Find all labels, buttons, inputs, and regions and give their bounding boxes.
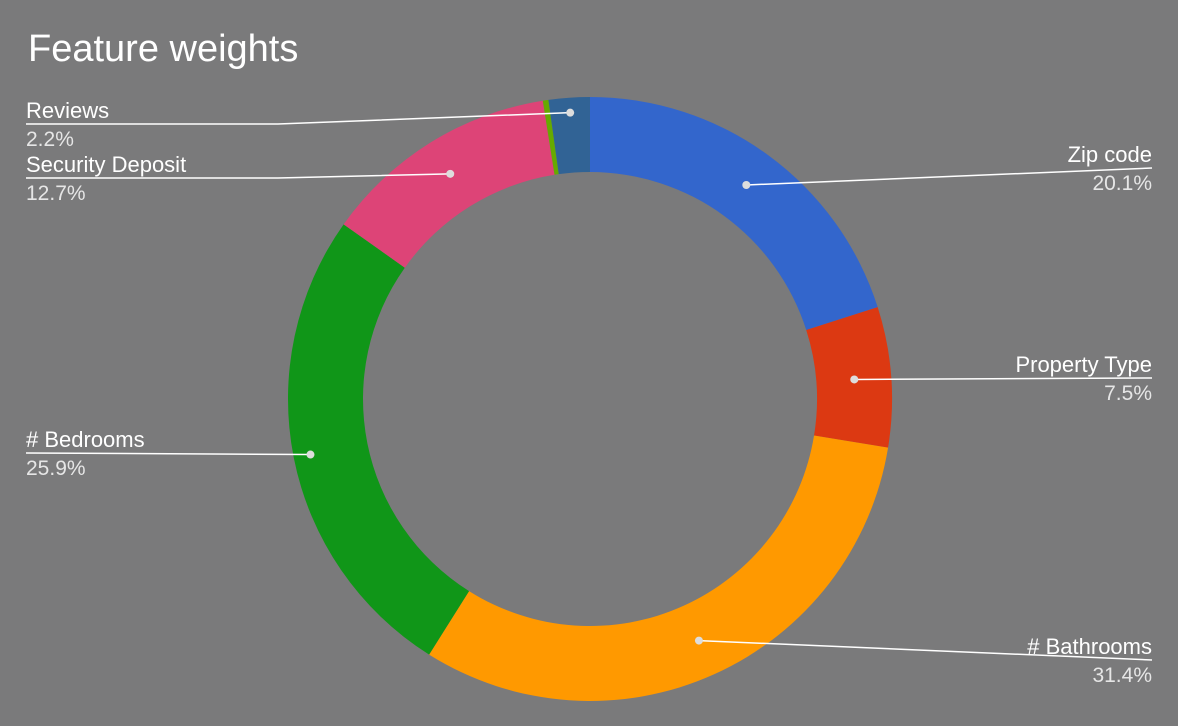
slice-bathrooms[interactable]	[429, 435, 889, 701]
slice-property-type[interactable]	[806, 307, 893, 448]
label-value-bathrooms: 31.4%	[1092, 664, 1152, 687]
label-value-property-type: 7.5%	[1104, 382, 1152, 405]
slice-bedrooms[interactable]	[288, 224, 470, 655]
label-value-reviews: 2.2%	[26, 128, 74, 151]
label-zip-code: Zip code 20.1%	[1067, 142, 1152, 195]
label-bathrooms: # Bathrooms 31.4%	[1027, 634, 1152, 687]
label-value-security-deposit: 12.7%	[26, 182, 86, 205]
leader-line-security-deposit	[26, 173, 451, 179]
chart-title: Feature weights	[28, 28, 299, 70]
leader-dot-reviews	[566, 108, 575, 117]
label-name-security-deposit: Security Deposit	[26, 152, 187, 177]
leader-dot-bathrooms	[694, 636, 703, 645]
label-bedrooms: # Bedrooms 25.9%	[26, 427, 145, 480]
leader-dot-property-type	[850, 375, 859, 384]
slice-zip-code[interactable]	[590, 97, 878, 330]
label-value-bedrooms: 25.9%	[26, 457, 86, 480]
label-name-zip-code: Zip code	[1067, 142, 1152, 167]
leader-dot-zip-code	[742, 181, 751, 190]
label-name-bedrooms: # Bedrooms	[26, 427, 145, 452]
slice-other-5[interactable]	[542, 99, 559, 175]
label-name-property-type: Property Type	[1015, 352, 1152, 377]
leader-dot-security-deposit	[446, 169, 455, 178]
leader-line-bathrooms	[698, 639, 1153, 661]
label-name-reviews: Reviews	[26, 98, 110, 123]
leader-dot-bedrooms	[306, 450, 315, 459]
leader-line-property-type	[854, 377, 1153, 381]
slice-security-deposit[interactable]	[343, 100, 555, 268]
label-reviews: Reviews 2.2%	[26, 98, 110, 151]
slice-reviews[interactable]	[548, 97, 590, 175]
leader-line-reviews	[26, 111, 571, 125]
leader-line-zip-code	[746, 167, 1153, 186]
label-security-deposit: Security Deposit 12.7%	[26, 152, 187, 205]
label-value-zip-code: 20.1%	[1092, 172, 1152, 195]
leader-line-bedrooms	[25, 452, 311, 456]
label-property-type: Property Type 7.5%	[1015, 352, 1152, 405]
label-name-bathrooms: # Bathrooms	[1027, 634, 1152, 659]
